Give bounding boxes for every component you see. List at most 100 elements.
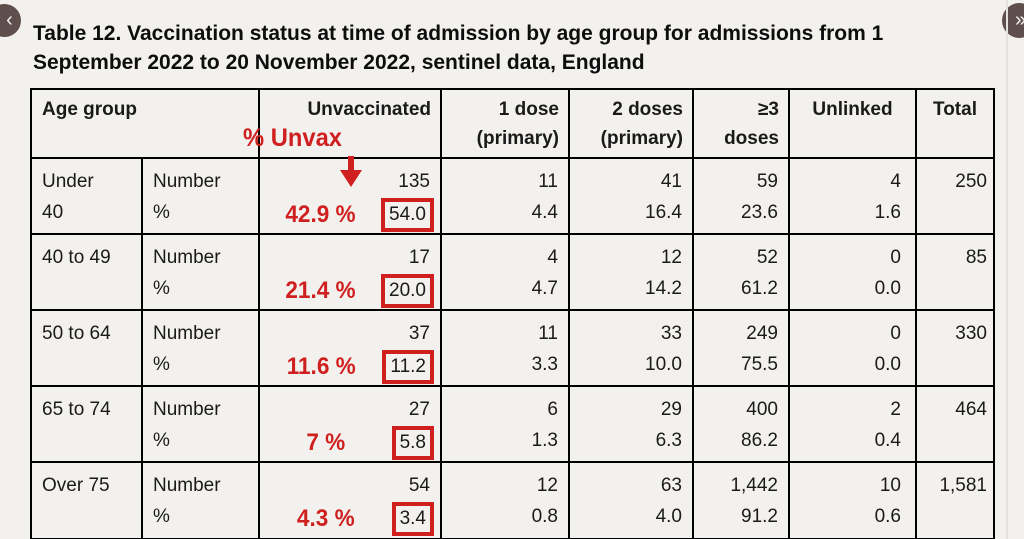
count-value: 10 xyxy=(879,475,901,496)
prev-arrow-button[interactable]: ‹ xyxy=(0,4,21,37)
unlinked-cell: 0 0.0 xyxy=(788,309,917,387)
highlighted-percent-value: 11.2 xyxy=(382,350,434,384)
dose3plus-cell: 59 23.6 xyxy=(692,157,790,235)
header-label: 2 doses xyxy=(612,99,683,120)
percent-value: 10.0 xyxy=(645,354,682,375)
table-title: Table 12. Vaccination status at time of … xyxy=(33,22,884,74)
highlighted-percent-value: 5.8 xyxy=(391,426,434,460)
age-label: 50 to 64 xyxy=(42,323,111,344)
percent-value: 1.6 xyxy=(874,202,901,223)
percent-value: 61.2 xyxy=(741,278,778,299)
dose2-cell: 41 16.4 xyxy=(568,157,694,235)
percent-line: 42.9 % 54.0 xyxy=(260,197,440,233)
unvaccinated-cell: 37 11.6 % 11.2 xyxy=(258,309,442,387)
number-label: Number xyxy=(153,323,221,344)
dose1-cell: 12 0.8 xyxy=(440,461,570,539)
count-value: 2 xyxy=(890,399,901,420)
percent-value: 0.0 xyxy=(874,354,901,375)
percent-label: % xyxy=(153,202,170,223)
header-label: doses xyxy=(724,128,779,149)
count-value: 52 xyxy=(756,247,778,268)
age-group-cell: 65 to 74 xyxy=(30,385,143,463)
dose2-cell: 29 6.3 xyxy=(568,385,694,463)
handwritten-percent-annotation: 7 % xyxy=(306,429,346,456)
count-value: 54 xyxy=(408,475,430,496)
col-header-1-dose: 1 dose (primary) xyxy=(440,88,570,159)
unvaccinated-cell: 17 21.4 % 20.0 xyxy=(258,233,442,311)
age-group-cell: 50 to 64 xyxy=(30,309,143,387)
header-label: Unlinked xyxy=(812,99,893,120)
percent-value: 14.2 xyxy=(645,278,682,299)
age-label: Over 75 xyxy=(42,475,110,496)
vaccination-status-table: Age group Unvaccinated 1 dose (primary) … xyxy=(30,88,995,539)
header-label: (primary) xyxy=(476,128,559,149)
page-edge-divider xyxy=(1006,0,1008,539)
count-value: 0 xyxy=(890,247,901,268)
percent-label: % xyxy=(153,506,170,527)
dose1-cell: 11 4.4 xyxy=(440,157,570,235)
unvaccinated-cell: 135 42.9 % 54.0 xyxy=(258,157,442,235)
percent-value: 16.4 xyxy=(645,202,682,223)
age-label: 40 to 49 xyxy=(42,247,111,268)
dose3plus-cell: 400 86.2 xyxy=(692,385,790,463)
handwritten-percent-annotation: 21.4 % xyxy=(285,277,356,304)
count-value: 400 xyxy=(746,399,778,420)
count-value: 12 xyxy=(660,247,682,268)
handwritten-percent-annotation: 11.6 % xyxy=(286,353,356,380)
count-value: 4 xyxy=(547,247,558,268)
total-cell: 85 xyxy=(915,233,995,311)
dose2-cell: 63 4.0 xyxy=(568,461,694,539)
stat-label-cell: Number % xyxy=(141,309,260,387)
col-header-2-doses: 2 doses (primary) xyxy=(568,88,694,159)
percent-label: % xyxy=(153,278,170,299)
count-value: 330 xyxy=(955,323,987,344)
chevron-left-icon: ‹ xyxy=(6,9,13,31)
percent-value: 0.4 xyxy=(874,430,901,451)
percent-label: % xyxy=(153,354,170,375)
percent-value: 1.3 xyxy=(531,430,558,451)
table-row: Under 40 Number % 135 42.9 % 54.0 11 4.4 xyxy=(30,157,995,235)
count-value: 29 xyxy=(660,399,682,420)
unvax-annotation-label: % Unvax xyxy=(243,124,343,152)
dose3plus-cell: 52 61.2 xyxy=(692,233,790,311)
dose1-cell: 6 1.3 xyxy=(440,385,570,463)
count-value: 27 xyxy=(408,399,430,420)
handwritten-percent-annotation: 4.3 % xyxy=(296,505,355,532)
percent-value: 0.0 xyxy=(874,278,901,299)
count-value: 37 xyxy=(408,323,430,344)
col-header-unvaccinated: Unvaccinated xyxy=(258,88,442,159)
percent-value: 75.5 xyxy=(741,354,778,375)
col-header-age-group: Age group xyxy=(30,88,260,159)
age-label: 40 xyxy=(42,202,64,223)
header-label: 1 dose xyxy=(498,99,559,120)
header-label: Age group xyxy=(42,99,137,120)
header-label: (primary) xyxy=(600,128,683,149)
count-value: 59 xyxy=(756,171,778,192)
total-cell: 1,581 xyxy=(915,461,995,539)
chevron-double-right-icon: » xyxy=(1014,9,1024,31)
unvaccinated-cell: 54 4.3 % 3.4 xyxy=(258,461,442,539)
total-cell: 250 xyxy=(915,157,995,235)
count-value: 33 xyxy=(660,323,682,344)
header-label: ≥3 xyxy=(758,99,779,120)
highlighted-percent-value: 20.0 xyxy=(381,274,434,308)
count-value: 17 xyxy=(408,247,430,268)
highlighted-percent-value: 3.4 xyxy=(391,502,434,536)
header-label: Unvaccinated xyxy=(307,99,431,120)
count-value: 12 xyxy=(536,475,558,496)
percent-value: 86.2 xyxy=(741,430,778,451)
dose2-cell: 12 14.2 xyxy=(568,233,694,311)
percent-value: 6.3 xyxy=(655,430,682,451)
table-row: 65 to 74 Number % 27 7 % 5.8 6 1.3 xyxy=(30,385,995,463)
table-row: 40 to 49 Number % 17 21.4 % 20.0 4 4.7 xyxy=(30,233,995,311)
percent-line: 4.3 % 3.4 xyxy=(260,501,440,537)
percent-value: 4.7 xyxy=(531,278,558,299)
count-value: 1,581 xyxy=(939,475,987,496)
stat-label-cell: Number % xyxy=(141,157,260,235)
number-label: Number xyxy=(153,171,221,192)
table-row: 50 to 64 Number % 37 11.6 % 11.2 11 3.3 xyxy=(30,309,995,387)
number-label: Number xyxy=(153,475,221,496)
dose1-cell: 11 3.3 xyxy=(440,309,570,387)
header-label: Total xyxy=(933,99,977,120)
